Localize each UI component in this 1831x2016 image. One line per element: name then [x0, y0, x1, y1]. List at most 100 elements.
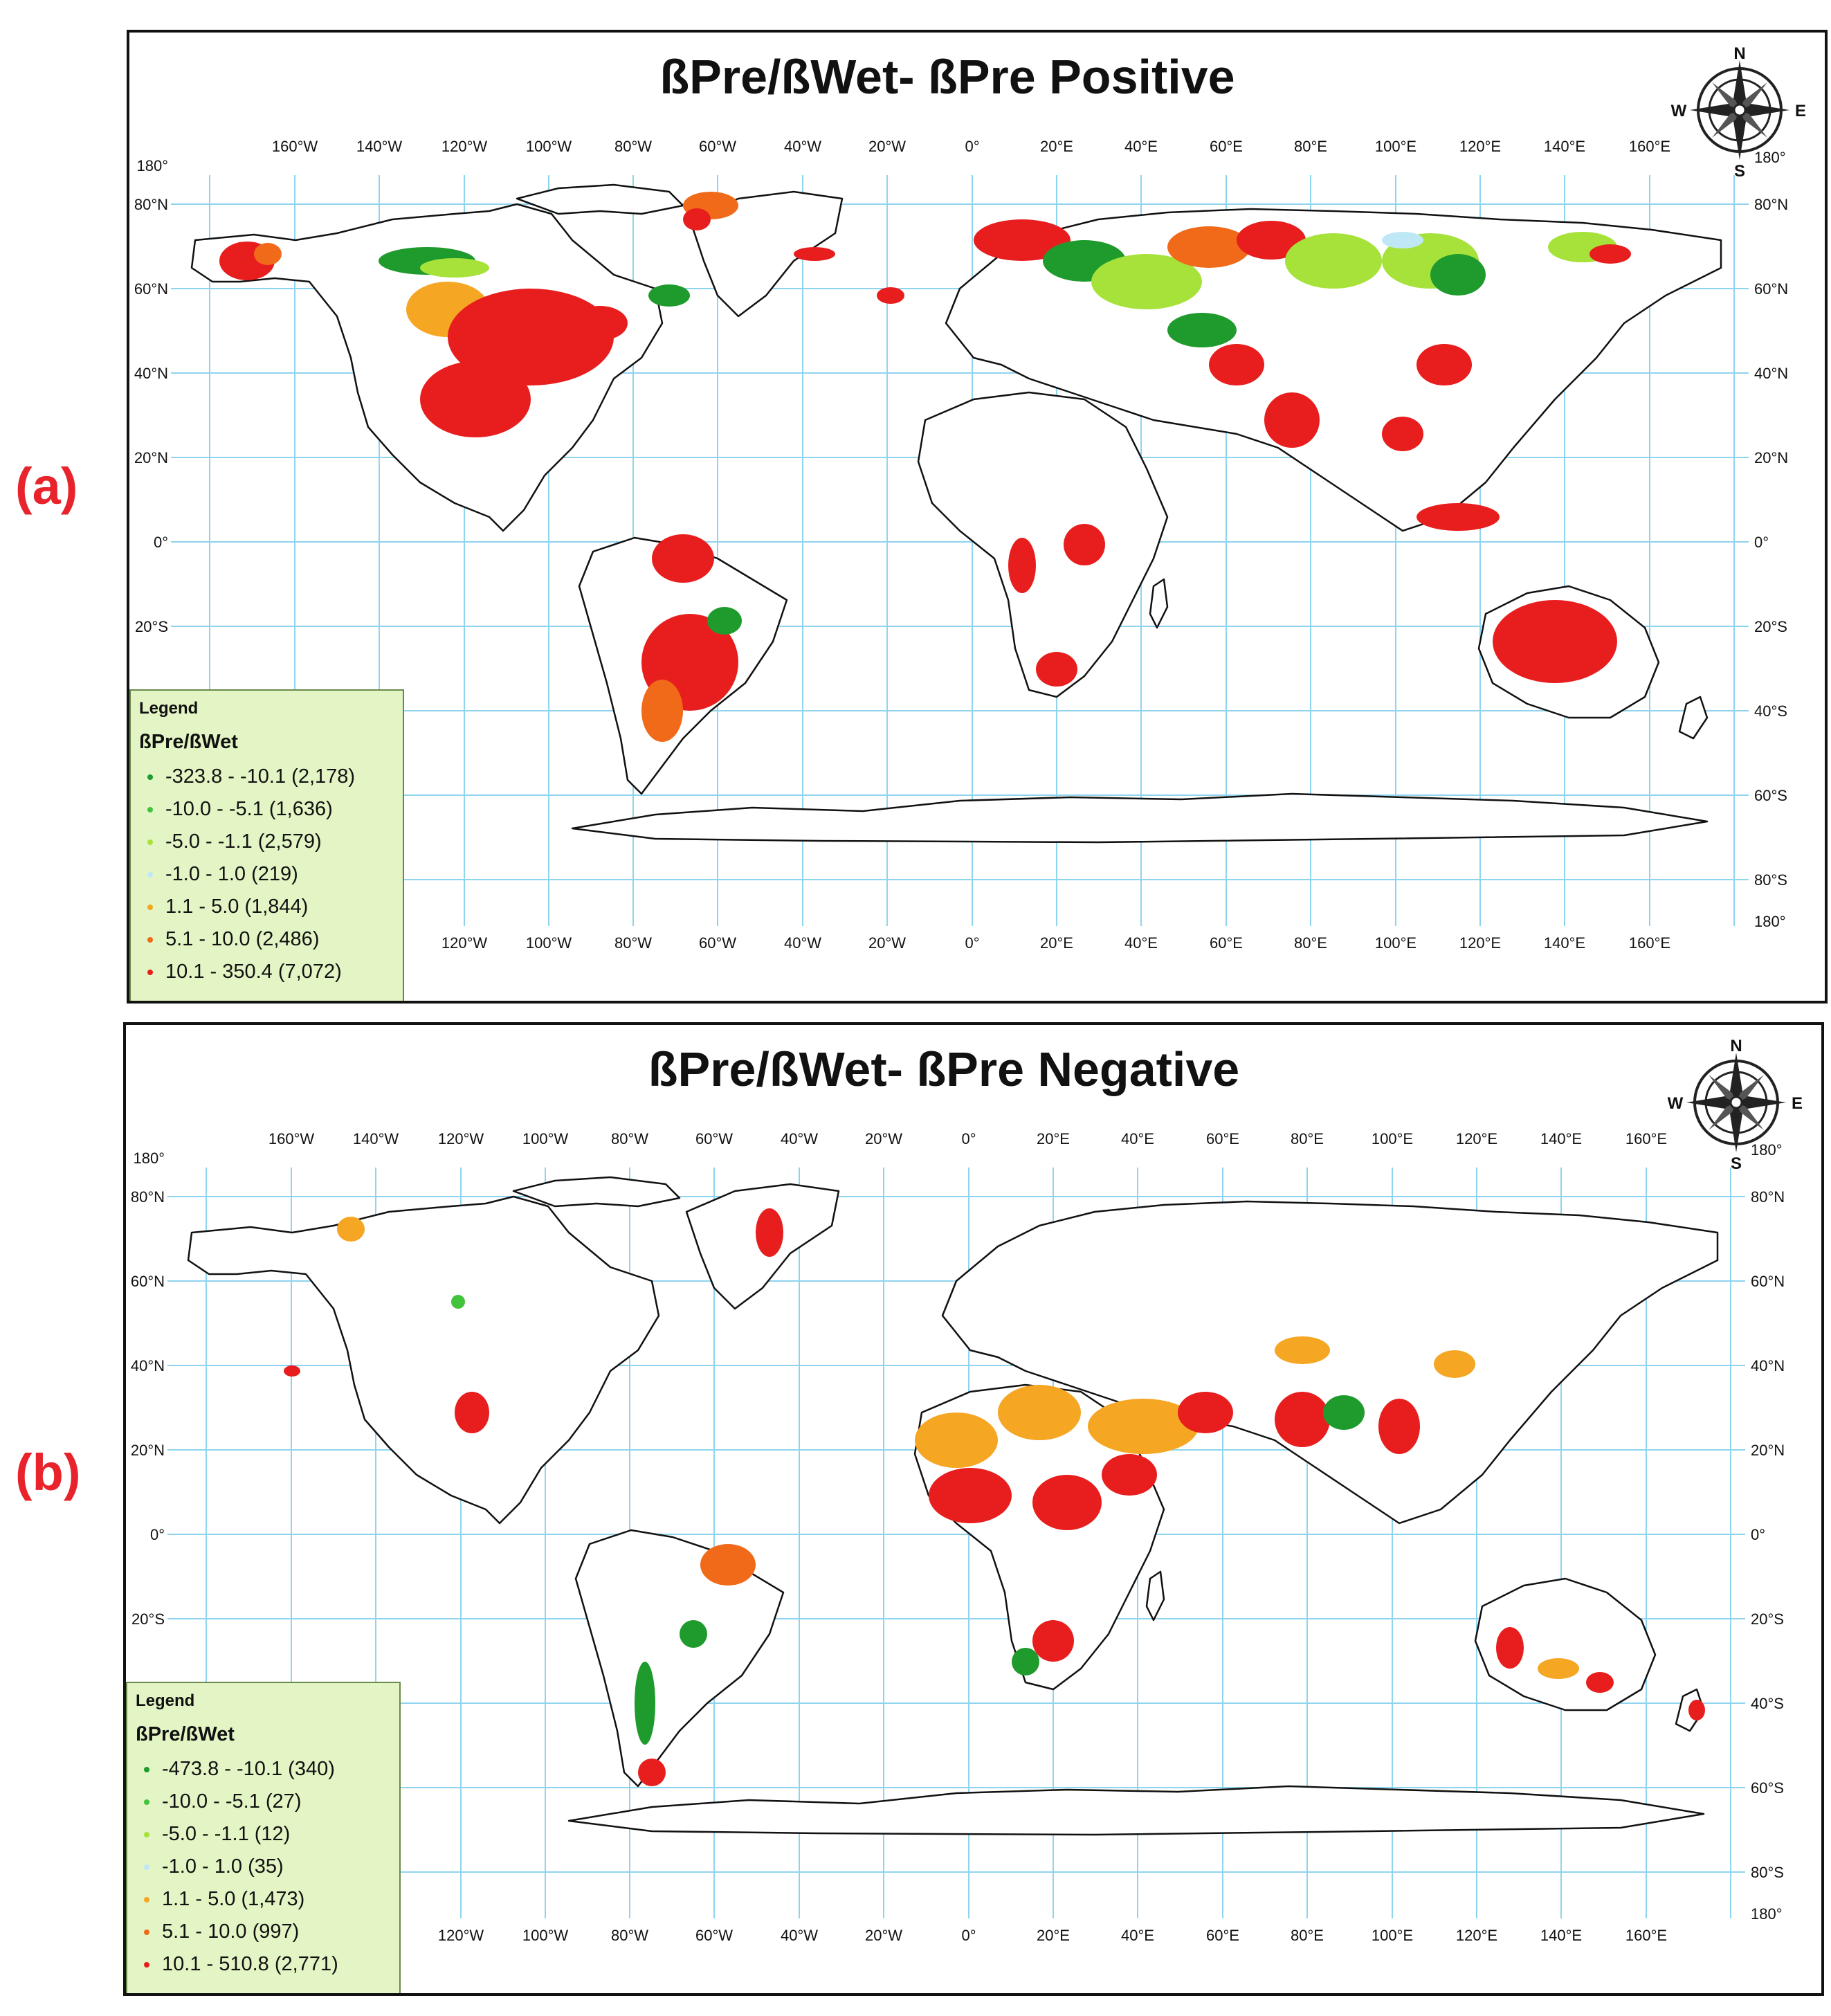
legend-class-row: 5.1 - 10.0 (2,486) [131, 923, 403, 956]
lon-label: 120°W [438, 1927, 484, 1944]
lon-label: 80°W [611, 1130, 648, 1147]
lat-label: 40°N [131, 1357, 165, 1374]
lon-labels-bottom: 120°W 100°W 80°W 60°W 40°W 20°W 0° 20°E … [438, 1927, 1667, 1944]
lat-label: 60°S [1754, 787, 1787, 804]
compass-rose-icon: N S E W [1671, 44, 1806, 181]
lon-label: 80°W [614, 934, 652, 952]
land-outlines [187, 1176, 1719, 1836]
lat-label: 80°N [1754, 196, 1788, 213]
legend-class-row: -10.0 - -5.1 (1,636) [131, 793, 403, 826]
lon-label: 40°W [781, 1927, 818, 1944]
legend-class-label: 10.1 - 510.8 (2,771) [162, 1953, 338, 1975]
lon-label: 20°E [1040, 138, 1073, 155]
lon-label: 40°E [1121, 1130, 1154, 1147]
compass-e-label: E [1792, 1094, 1803, 1113]
lat-label: 60°N [131, 1273, 165, 1290]
lat-label: 80°S [1754, 871, 1787, 889]
lon-label: 160°W [268, 1130, 315, 1147]
lon-label: 100°W [526, 138, 572, 155]
lon-label: 160°E [1625, 1927, 1667, 1944]
lat-label: 20°N [1754, 449, 1788, 466]
legend-class-row: 1.1 - 5.0 (1,844) [131, 891, 403, 923]
lat-label: 20°S [135, 618, 168, 635]
legend-class-row: -323.8 - -10.1 (2,178) [131, 761, 403, 793]
lon-label: 80°E [1291, 1130, 1324, 1147]
legend-dot-icon [144, 1864, 149, 1870]
legend-dot-icon [144, 1929, 149, 1935]
lon-label: 100°E [1375, 138, 1416, 155]
lon-label: 120°W [441, 138, 488, 155]
lon-label: 20°W [868, 934, 906, 952]
lat-label: 20°N [131, 1442, 165, 1459]
antarctica-outline [567, 1785, 1705, 1836]
lon-label: 40°W [784, 934, 821, 952]
legend-class-label: -5.0 - -1.1 (2,579) [165, 830, 322, 853]
lon-label: 0° [965, 934, 979, 952]
map-panel-b: ßPre/ßWet- ßPre Negative N S E W [123, 1022, 1824, 1996]
legend-dot-icon [147, 871, 153, 878]
lon-label: 60°W [695, 1927, 733, 1944]
lat-label: 0° [150, 1526, 165, 1543]
map-title: ßPre/ßWet- ßPre Negative [648, 1042, 1240, 1096]
lat-label: 80°N [131, 1188, 165, 1206]
legend-class-row: -5.0 - -1.1 (12) [127, 1818, 399, 1851]
lat-label: 180° [136, 157, 168, 174]
legend-dot-icon [147, 904, 153, 910]
lat-label: 40°N [1751, 1357, 1785, 1374]
lat-label: 180° [1751, 1905, 1783, 1923]
lat-label: 40°S [1751, 1695, 1784, 1712]
new-zealand-outline [1678, 696, 1709, 740]
lon-label: 160°E [1629, 934, 1670, 952]
lon-label: 20°E [1040, 934, 1073, 952]
lat-label: 180° [1754, 913, 1786, 930]
lon-label: 40°W [784, 138, 821, 155]
lon-label: 100°E [1375, 934, 1416, 952]
legend-panel-b: Legend ßPre/ßWet -473.8 - -10.1 (340) -1… [126, 1682, 401, 1993]
arctic-islands-outline [516, 183, 684, 215]
lon-label: 140°W [356, 138, 403, 155]
legend-dot-icon [147, 806, 153, 812]
lat-label: 180° [1751, 1141, 1783, 1159]
compass-s-label: S [1734, 162, 1745, 181]
legend-class-row: -1.0 - 1.0 (219) [131, 858, 403, 891]
greenland-outline [689, 190, 844, 318]
legend-dot-icon [144, 1799, 149, 1805]
legend-class-label: -1.0 - 1.0 (219) [165, 863, 298, 885]
lat-label: 60°N [1754, 280, 1788, 298]
legend-dot-icon [144, 1896, 149, 1903]
data-patches-b [284, 1208, 1705, 1786]
lon-label: 60°W [699, 138, 736, 155]
lon-label: 100°E [1372, 1927, 1413, 1944]
lon-label: 20°E [1037, 1927, 1070, 1944]
lon-label: 60°W [699, 934, 736, 952]
lon-label: 40°E [1121, 1927, 1154, 1944]
lat-label: 0° [1751, 1526, 1765, 1543]
lon-label: 120°W [441, 934, 488, 952]
lon-label: 20°E [1037, 1130, 1070, 1147]
lon-label: 120°W [438, 1130, 484, 1147]
legend-class-label: -10.0 - -5.1 (27) [162, 1790, 302, 1813]
legend-class-row: -1.0 - 1.0 (35) [127, 1851, 399, 1883]
legend-class-label: 1.1 - 5.0 (1,844) [165, 896, 309, 918]
north-america-outline [187, 1195, 660, 1525]
lon-label: 140°W [353, 1130, 399, 1147]
lat-label: 180° [1754, 149, 1786, 166]
legend-heading: Legend [139, 699, 199, 718]
compass-rose-icon: N S E W [1668, 1037, 1803, 1173]
lat-label: 20°N [1751, 1442, 1785, 1459]
madagascar-outline [1145, 1570, 1165, 1622]
lat-label: 20°S [131, 1610, 165, 1628]
lon-label: 80°W [611, 1927, 648, 1944]
legend-class-row: 5.1 - 10.0 (997) [127, 1916, 399, 1948]
lon-label: 0° [961, 1927, 976, 1944]
lon-label: 120°E [1456, 1927, 1497, 1944]
lon-label: 60°E [1206, 1130, 1239, 1147]
lon-label: 160°W [272, 138, 318, 155]
lon-label: 60°E [1210, 138, 1243, 155]
lat-label: 60°S [1751, 1779, 1784, 1797]
legend-class-label: 5.1 - 10.0 (2,486) [165, 928, 320, 950]
legend-dot-icon [144, 1831, 149, 1837]
lon-label: 160°E [1625, 1130, 1667, 1147]
lat-label: 20°S [1751, 1610, 1784, 1628]
lon-label: 20°W [865, 1130, 902, 1147]
